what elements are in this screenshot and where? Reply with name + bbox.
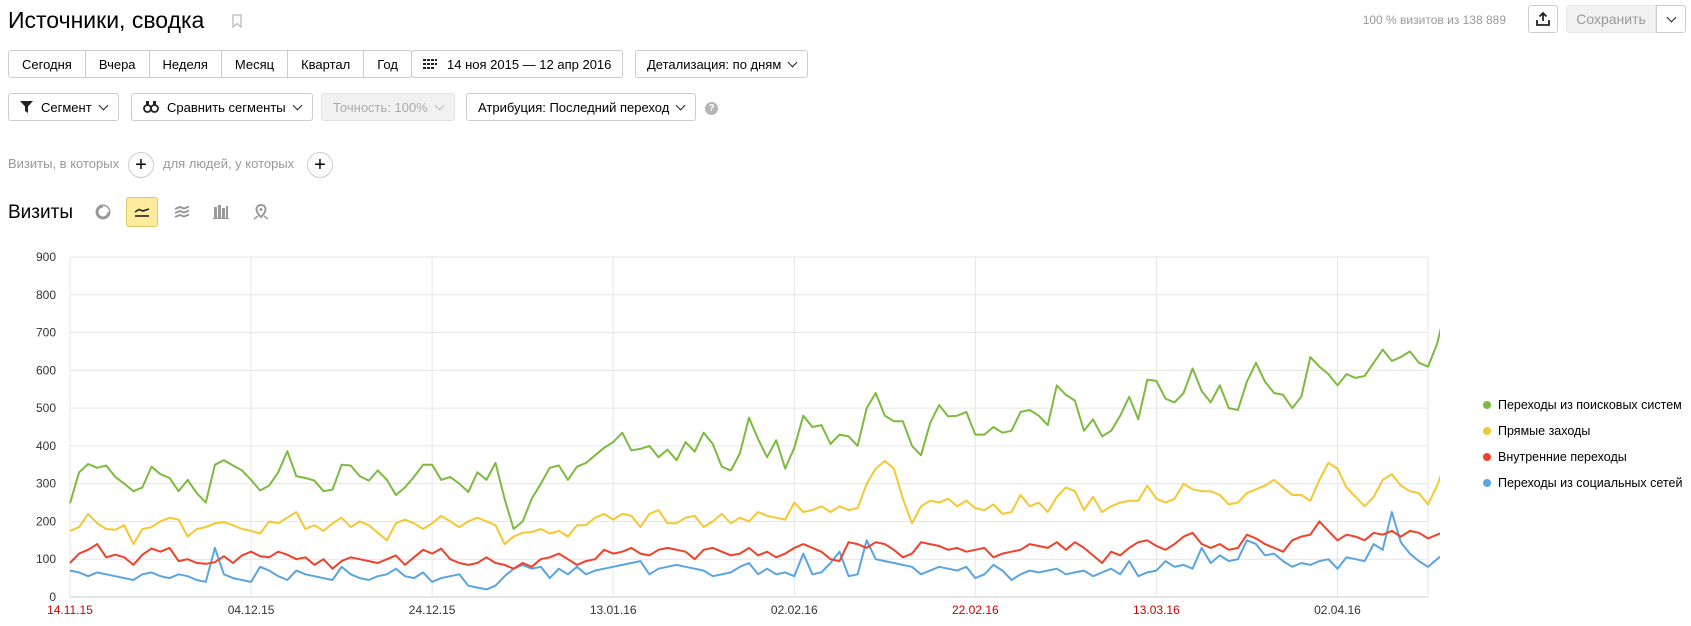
visits-filter-label: Визиты, в которых bbox=[8, 156, 120, 171]
x-tick-label: 14.11.15 bbox=[47, 603, 93, 617]
chevron-down-icon bbox=[675, 100, 686, 110]
visits-info: 100 % визитов из 138 889 bbox=[1362, 13, 1506, 27]
legend-label-social: Переходы из социальных сетей bbox=[1498, 476, 1683, 490]
legend-label-internal: Внутренние переходы bbox=[1498, 450, 1627, 464]
x-tick-label: 22.02.16 bbox=[952, 603, 999, 617]
legend-dot-internal bbox=[1483, 453, 1491, 461]
x-tick-label: 04.12.15 bbox=[228, 603, 275, 617]
period-month-button[interactable]: Месяц bbox=[220, 50, 289, 78]
series-line-direct bbox=[69, 460, 1440, 546]
help-icon[interactable]: ? bbox=[705, 102, 718, 115]
compare-label: Сравнить сегменты bbox=[167, 99, 286, 115]
x-tick-label: 02.04.16 bbox=[1314, 603, 1361, 617]
add-visit-condition-button[interactable]: + bbox=[128, 152, 154, 178]
series-line-search bbox=[69, 327, 1440, 530]
y-tick-label: 100 bbox=[36, 552, 56, 566]
view-pie-button[interactable] bbox=[87, 197, 119, 227]
attribution-label: Атрибуция: Последний переход bbox=[478, 99, 670, 115]
pie-chart-icon bbox=[95, 204, 111, 220]
bar-chart-icon bbox=[213, 205, 229, 219]
y-tick-label: 700 bbox=[36, 326, 56, 340]
y-tick-label: 600 bbox=[36, 363, 56, 377]
bookmark-icon[interactable] bbox=[232, 14, 242, 28]
legend-label-direct: Прямые заходы bbox=[1498, 424, 1591, 438]
plus-icon: + bbox=[135, 154, 147, 176]
visits-line-chart: 0 100 200 300 400 500 600 700 800 900 14.11.15 04.1… bbox=[36, 250, 1440, 617]
filter-icon bbox=[20, 101, 33, 113]
period-yesterday-button[interactable]: Вчера bbox=[84, 50, 150, 78]
y-tick-label: 300 bbox=[36, 477, 56, 491]
compare-icon bbox=[143, 101, 159, 113]
period-quarter-button[interactable]: Квартал bbox=[287, 50, 365, 78]
chart-legend: Переходы из поисковых систем Прямые захо… bbox=[1483, 392, 1682, 496]
y-tick-label: 400 bbox=[36, 439, 56, 453]
period-year-button[interactable]: Год bbox=[363, 50, 412, 78]
calendar-icon bbox=[423, 59, 437, 69]
y-tick-label: 900 bbox=[36, 250, 56, 264]
map-icon bbox=[253, 204, 269, 220]
people-filter-label: для людей, у которых bbox=[163, 156, 295, 171]
y-tick-label: 500 bbox=[36, 401, 56, 415]
compare-segments-button[interactable]: Сравнить сегменты bbox=[131, 93, 313, 121]
chevron-down-icon bbox=[292, 100, 303, 110]
line-chart-icon bbox=[134, 208, 150, 217]
chevron-down-icon bbox=[434, 100, 445, 110]
stacked-area-icon bbox=[174, 205, 190, 218]
y-tick-label: 0 bbox=[49, 590, 56, 604]
chevron-down-icon bbox=[98, 100, 109, 110]
chevron-down-icon bbox=[787, 57, 798, 67]
segment-label: Сегмент bbox=[41, 99, 92, 115]
series-line-social bbox=[69, 511, 1440, 591]
period-selector: Сегодня Вчера Неделя Месяц Квартал Год bbox=[8, 50, 412, 78]
detail-dropdown[interactable]: Детализация: по дням bbox=[635, 50, 809, 78]
x-tick-label: 13.03.16 bbox=[1133, 603, 1180, 617]
legend-label-search: Переходы из поисковых систем bbox=[1498, 398, 1682, 412]
date-range-button[interactable]: 14 ноя 2015 — 12 апр 2016 bbox=[411, 50, 624, 78]
save-button[interactable]: Сохранить bbox=[1566, 5, 1656, 33]
export-button[interactable] bbox=[1528, 5, 1558, 33]
detail-label: Детализация: по дням bbox=[647, 56, 782, 72]
view-stacked-button[interactable] bbox=[166, 197, 198, 227]
x-tick-label: 02.02.16 bbox=[771, 603, 818, 617]
x-tick-label: 13.01.16 bbox=[590, 603, 637, 617]
x-tick-label: 24.12.15 bbox=[409, 603, 456, 617]
period-week-button[interactable]: Неделя bbox=[148, 50, 222, 78]
plus-icon: + bbox=[314, 154, 326, 176]
date-range-label: 14 ноя 2015 — 12 апр 2016 bbox=[447, 56, 612, 72]
export-icon bbox=[1536, 11, 1550, 26]
legend-dot-social bbox=[1483, 479, 1491, 487]
accuracy-dropdown[interactable]: Точность: 100% bbox=[321, 93, 455, 121]
segment-button[interactable]: Сегмент bbox=[8, 93, 119, 121]
legend-item-search[interactable]: Переходы из поисковых систем bbox=[1483, 392, 1682, 418]
accuracy-label: Точность: 100% bbox=[333, 99, 428, 115]
page-title: Источники, сводка bbox=[8, 7, 205, 33]
add-people-condition-button[interactable]: + bbox=[307, 152, 333, 178]
attribution-dropdown[interactable]: Атрибуция: Последний переход bbox=[466, 93, 697, 121]
view-bar-button[interactable] bbox=[205, 197, 237, 227]
period-today-button[interactable]: Сегодня bbox=[8, 50, 86, 78]
series-line-internal bbox=[69, 520, 1440, 570]
legend-item-internal[interactable]: Внутренние переходы bbox=[1483, 444, 1682, 470]
view-map-button[interactable] bbox=[245, 197, 277, 227]
y-tick-label: 800 bbox=[36, 288, 56, 302]
y-tick-label: 200 bbox=[36, 514, 56, 528]
legend-item-direct[interactable]: Прямые заходы bbox=[1483, 418, 1682, 444]
save-menu-button[interactable] bbox=[1656, 5, 1686, 33]
legend-dot-search bbox=[1483, 401, 1491, 409]
legend-item-social[interactable]: Переходы из социальных сетей bbox=[1483, 470, 1682, 496]
chevron-down-icon bbox=[1666, 12, 1676, 22]
section-title: Визиты bbox=[8, 202, 73, 223]
view-line-button[interactable] bbox=[126, 197, 158, 227]
legend-dot-direct bbox=[1483, 427, 1491, 435]
